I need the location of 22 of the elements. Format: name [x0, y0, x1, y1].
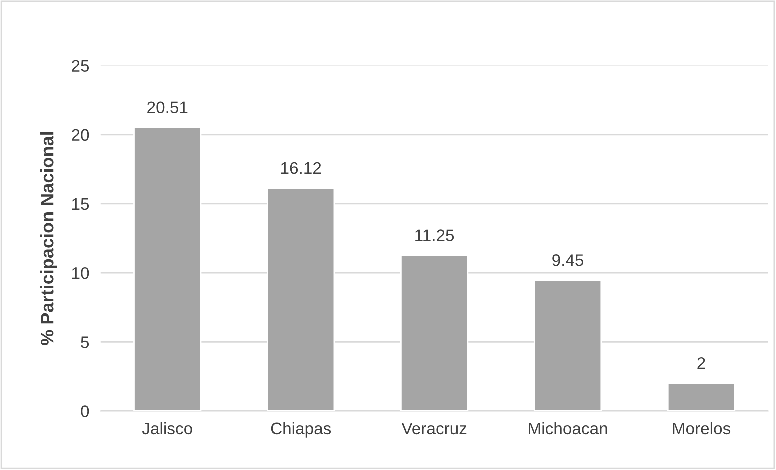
data-label: 11.25 [416, 230, 454, 242]
y-tick-label: 5 [81, 336, 90, 348]
bar [400, 255, 469, 412]
x-tick-label: Morelos [673, 422, 731, 435]
bar [534, 280, 602, 412]
data-label: 20.51 [148, 102, 188, 114]
bar [667, 382, 736, 412]
data-label: 2 [698, 357, 706, 370]
data-label: 9.45 [552, 254, 584, 266]
bar [267, 188, 336, 412]
y-tick-label: 15 [72, 198, 90, 210]
y-tick-label: 0 [81, 406, 90, 418]
x-tick-label: Michoacan [529, 422, 608, 435]
x-tick-label: Jalisco [142, 422, 192, 435]
y-tick-label: 20 [72, 129, 90, 142]
x-tick-label: Chiapas [271, 422, 332, 438]
data-label: 16.12 [282, 162, 322, 174]
bar [134, 127, 202, 412]
y-axis-title: % Participacion Nacional [40, 132, 58, 346]
y-tick-label: 25 [72, 60, 90, 72]
y-tick-label: 10 [72, 267, 90, 280]
x-tick-label: Veracruz [402, 422, 467, 435]
